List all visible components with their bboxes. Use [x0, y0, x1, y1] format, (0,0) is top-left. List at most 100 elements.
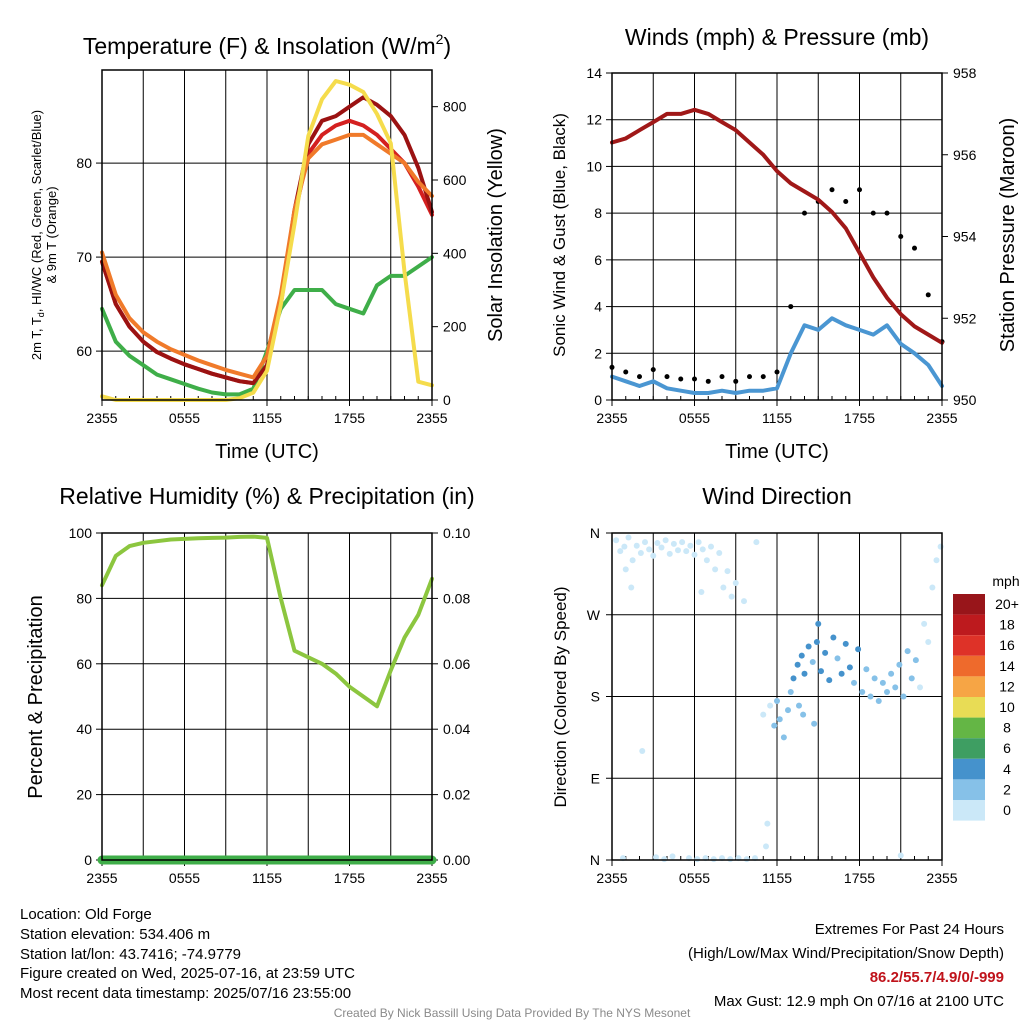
plot-frame: [611, 532, 943, 861]
x-tick-label: 1755: [334, 410, 365, 426]
y2-tick-label: 950: [953, 392, 977, 408]
direction-point: [875, 698, 882, 705]
legend-label: 6: [1003, 740, 1011, 756]
elevation-text: Station elevation: 534.406 m: [20, 925, 211, 943]
direction-point: [896, 661, 903, 668]
y-tick-label: 80: [76, 590, 92, 606]
temperature-title-sup: 2: [436, 31, 444, 47]
direction-point: [625, 534, 632, 541]
station-info: Location: Old Forge Station elevation: 5…: [20, 905, 355, 1004]
x-tick-label: 2355: [596, 870, 627, 886]
humidity-title: Relative Humidity (%) & Precipitation (i…: [59, 483, 474, 509]
temperature-ylabel-a: 2m T, T: [29, 317, 44, 360]
series-line-wind-blue: [610, 316, 944, 395]
y-tick-label: 40: [76, 721, 92, 737]
temperature-ylabel-b: , HI/WC (Red, Green, Scarlet/Blue): [29, 110, 44, 312]
y-tick-label: 12: [586, 112, 602, 128]
x-tick-label: 0555: [679, 410, 710, 426]
temperature-panel: Temperature (F) & Insolation (W/m2) 2355…: [29, 31, 507, 463]
direction-point: [698, 589, 705, 596]
temperature-y2label: Solar Insolation (Yellow): [485, 128, 507, 342]
x-tick-label: 0555: [679, 870, 710, 886]
direction-point: [710, 856, 717, 863]
direction-point: [809, 658, 816, 665]
direction-point: [622, 566, 629, 573]
gust-point: [884, 210, 890, 216]
direction-point: [743, 856, 750, 863]
direction-point: [639, 748, 646, 754]
y-tick-label: 60: [76, 343, 92, 359]
legend-label: 20+: [995, 596, 1019, 612]
x-tick-label: 1155: [762, 870, 792, 886]
plot-frame: [101, 532, 433, 861]
legend-swatch: [953, 635, 985, 656]
direction-point: [716, 549, 723, 556]
gust-point: [664, 374, 670, 380]
speed-legend: mph 20+ 18 16 14 12 10 8 6 4 2 0: [953, 573, 1020, 821]
extremes-info: Extremes For Past 24 Hours (High/Low/Max…: [688, 918, 1004, 1014]
direction-point: [826, 677, 833, 684]
y-tick-label: 60: [76, 656, 92, 672]
direction-point: [912, 657, 919, 664]
direction-point: [888, 670, 895, 677]
winds-ylabel: Sonic Wind & Gust (Blue, Black): [550, 113, 569, 357]
y-tick-label: W: [587, 607, 601, 623]
x-tick-label: 1755: [844, 870, 875, 886]
y-tick-label: E: [591, 770, 600, 786]
gust-point: [788, 304, 794, 310]
direction-point: [691, 551, 698, 558]
direction-point: [654, 539, 661, 546]
direction-point: [785, 707, 791, 714]
gust-point: [760, 374, 766, 380]
direction-point: [892, 684, 899, 691]
direction-point: [815, 620, 822, 627]
legend-label: 16: [999, 637, 1015, 653]
direction-point: [728, 593, 735, 600]
gust-point: [774, 369, 780, 375]
winds-y2label: Station Pressure (Maroon): [997, 118, 1019, 353]
x-tick-label: 1755: [844, 410, 875, 426]
temperature-xlabel: Time (UTC): [215, 441, 319, 463]
y-tick-label: S: [591, 689, 600, 705]
direction-point: [908, 675, 915, 682]
y2-tick-label: 200: [443, 319, 467, 335]
winds-title: Winds (mph) & Pressure (mb): [625, 24, 929, 50]
gust-point: [925, 292, 931, 298]
direction-point: [628, 584, 635, 591]
y2-tick-label: 0.04: [443, 721, 470, 737]
direction-point: [753, 539, 760, 546]
direction-point: [687, 542, 694, 549]
direction-point: [658, 544, 665, 551]
direction-point: [732, 579, 739, 586]
temperature-ylabel-line2: & 9m T (Orange): [44, 186, 59, 283]
direction-point: [763, 843, 769, 850]
direction-point: [790, 675, 797, 682]
direction-point: [925, 639, 932, 645]
direction-point: [767, 702, 774, 709]
direction-point: [867, 693, 874, 700]
series-line-temp-orange: [100, 132, 434, 380]
y-tick-label: N: [590, 525, 600, 541]
direction-point: [679, 539, 686, 546]
direction-point: [774, 698, 780, 705]
direction-point: [830, 634, 837, 641]
legend-swatch: [953, 779, 985, 800]
temperature-ylabel-line1: 2m T, Td, HI/WC (Red, Green, Scarlet/Blu…: [29, 110, 46, 360]
gust-point: [692, 376, 697, 382]
y2-tick-label: 954: [953, 229, 977, 245]
y2-tick-label: 958: [953, 65, 977, 81]
x-tick-label: 1755: [334, 870, 365, 886]
gust-point: [870, 210, 876, 216]
max-gust-text: Max Gust: 12.9 mph On 07/16 at 2100 UTC: [713, 993, 1004, 1010]
winds-xlabel: Time (UTC): [725, 441, 829, 463]
direction-title: Wind Direction: [702, 483, 852, 509]
latlon-text: Station lat/lon: 43.7416; -74.9779: [20, 945, 242, 963]
direction-point: [760, 711, 767, 718]
gust-point: [705, 378, 711, 384]
direction-point: [794, 661, 801, 668]
y2-tick-label: 0.10: [443, 525, 470, 541]
direction-point: [811, 720, 818, 727]
direction-point: [675, 547, 681, 554]
direction-point: [884, 688, 890, 695]
